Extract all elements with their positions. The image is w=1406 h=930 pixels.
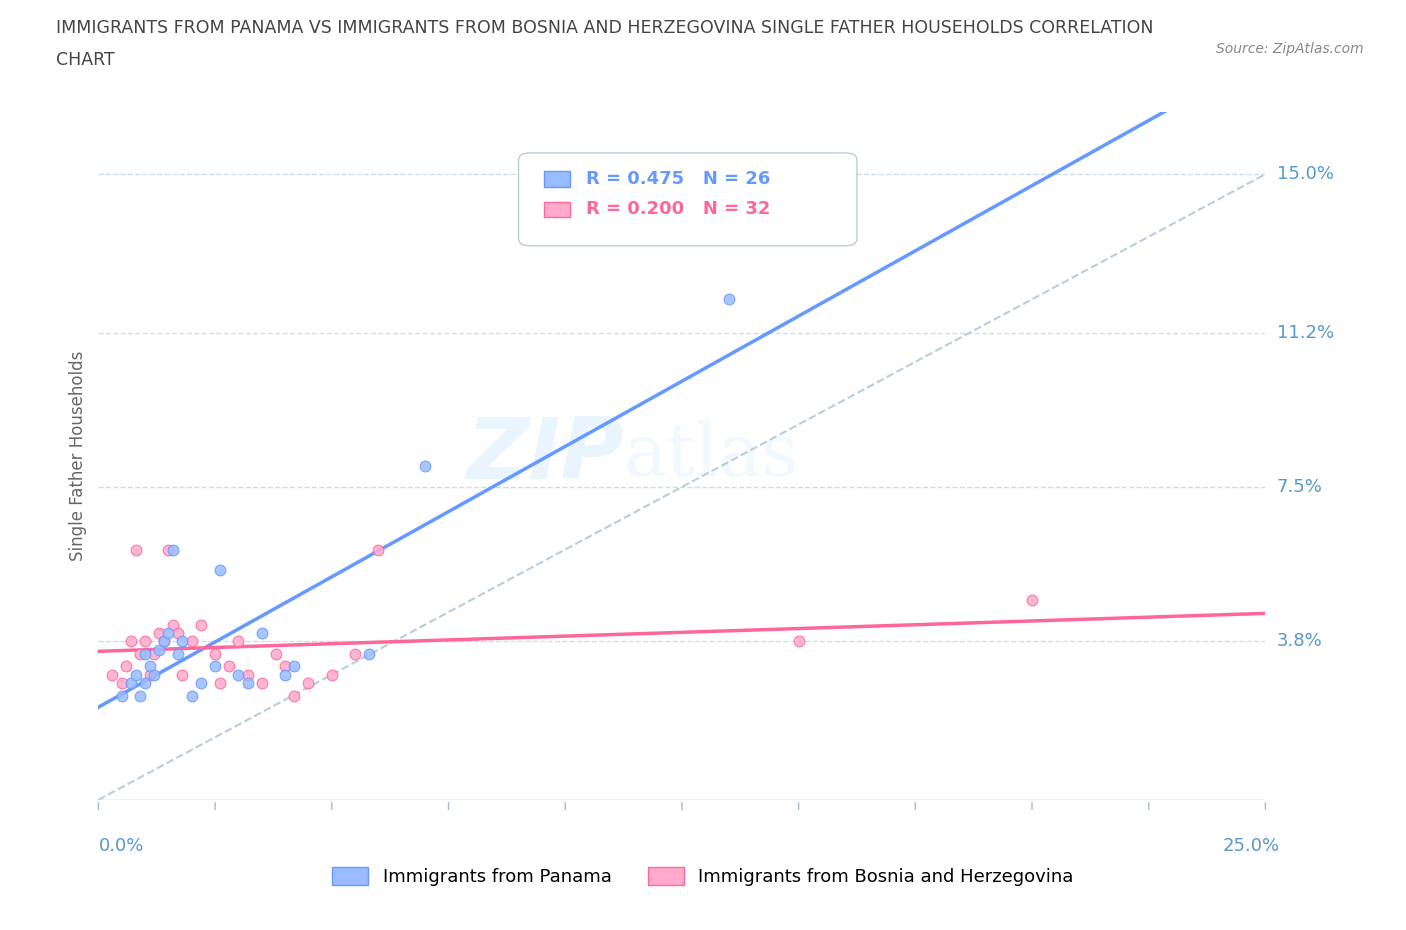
- Point: [283, 658, 305, 673]
- Text: 3.8%: 3.8%: [1277, 632, 1322, 650]
- Text: 7.5%: 7.5%: [1277, 478, 1323, 496]
- Point: [134, 646, 156, 661]
- Point: [148, 643, 170, 658]
- Text: IMMIGRANTS FROM PANAMA VS IMMIGRANTS FROM BOSNIA AND HERZEGOVINA SINGLE FATHER H: IMMIGRANTS FROM PANAMA VS IMMIGRANTS FRO…: [56, 19, 1154, 36]
- Point: [125, 542, 148, 557]
- Text: atlas: atlas: [624, 420, 799, 491]
- Point: [1021, 592, 1043, 607]
- Point: [162, 542, 184, 557]
- Point: [152, 634, 174, 649]
- Point: [172, 667, 194, 682]
- Point: [228, 667, 250, 682]
- Y-axis label: Single Father Households: Single Father Households: [69, 351, 87, 561]
- Point: [129, 688, 152, 703]
- Point: [208, 675, 231, 690]
- Point: [180, 688, 202, 703]
- Legend: Immigrants from Panama, Immigrants from Bosnia and Herzegovina: Immigrants from Panama, Immigrants from …: [325, 859, 1081, 893]
- Point: [143, 667, 166, 682]
- Point: [274, 658, 297, 673]
- Point: [115, 658, 138, 673]
- Point: [218, 658, 240, 673]
- Point: [413, 458, 436, 473]
- Point: [139, 667, 162, 682]
- Point: [274, 667, 297, 682]
- Point: [125, 667, 148, 682]
- Point: [236, 675, 259, 690]
- Point: [129, 646, 152, 661]
- Point: [180, 634, 202, 649]
- Point: [264, 646, 287, 661]
- Point: [190, 618, 212, 632]
- Point: [134, 634, 156, 649]
- FancyBboxPatch shape: [544, 171, 569, 187]
- Point: [283, 688, 305, 703]
- Text: Source: ZipAtlas.com: Source: ZipAtlas.com: [1216, 42, 1364, 56]
- Point: [120, 675, 142, 690]
- Point: [250, 675, 273, 690]
- Point: [297, 675, 319, 690]
- Point: [787, 634, 810, 649]
- Point: [359, 646, 381, 661]
- Point: [111, 688, 134, 703]
- Point: [101, 667, 124, 682]
- Text: 11.2%: 11.2%: [1277, 324, 1334, 341]
- Point: [157, 542, 180, 557]
- Point: [344, 646, 367, 661]
- Point: [120, 634, 142, 649]
- Point: [166, 626, 188, 641]
- Point: [152, 634, 174, 649]
- Point: [166, 646, 188, 661]
- Point: [162, 618, 184, 632]
- Point: [208, 563, 231, 578]
- Point: [148, 626, 170, 641]
- Text: CHART: CHART: [56, 51, 115, 69]
- Point: [250, 626, 273, 641]
- Text: R = 0.475   N = 26: R = 0.475 N = 26: [586, 170, 770, 188]
- FancyBboxPatch shape: [519, 153, 858, 246]
- Point: [157, 626, 180, 641]
- Point: [172, 634, 194, 649]
- Text: 0.0%: 0.0%: [98, 837, 143, 856]
- Point: [143, 646, 166, 661]
- Point: [367, 542, 389, 557]
- Point: [321, 667, 343, 682]
- Point: [190, 675, 212, 690]
- Point: [236, 667, 259, 682]
- Point: [111, 675, 134, 690]
- Text: ZIP: ZIP: [465, 414, 624, 498]
- Text: R = 0.200   N = 32: R = 0.200 N = 32: [586, 200, 770, 219]
- Point: [228, 634, 250, 649]
- FancyBboxPatch shape: [544, 202, 569, 217]
- Point: [139, 658, 162, 673]
- Point: [134, 675, 156, 690]
- Point: [204, 646, 226, 661]
- Point: [717, 292, 740, 307]
- Point: [204, 658, 226, 673]
- Text: 25.0%: 25.0%: [1222, 837, 1279, 856]
- Text: 15.0%: 15.0%: [1277, 166, 1333, 183]
